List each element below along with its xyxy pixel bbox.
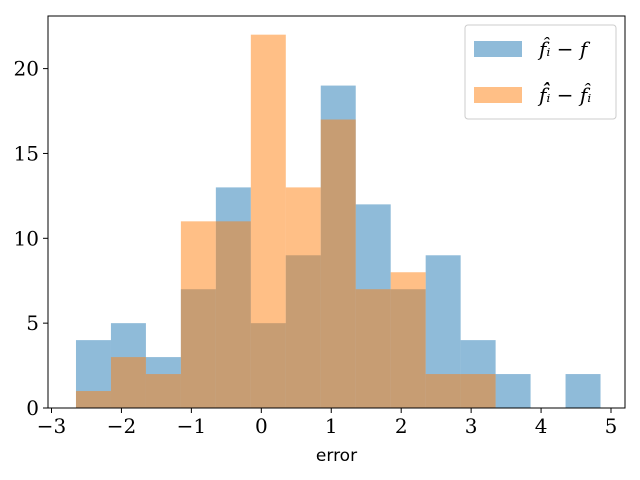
y-tick-label: 20 <box>14 57 39 81</box>
x-tick-label: 5 <box>605 414 618 438</box>
y-tick-label: 15 <box>14 141 39 165</box>
y-tick-label: 10 <box>14 226 39 250</box>
bar-series-1 <box>75 391 111 408</box>
bar-series-0 <box>495 374 531 408</box>
x-tick-label: 3 <box>465 414 478 438</box>
x-tick-label: 1 <box>325 414 338 438</box>
legend-swatch-series-1 <box>474 87 522 103</box>
x-axis-label: error <box>316 446 357 466</box>
y-axis: 0 5 10 15 20 <box>14 57 48 420</box>
legend: f̂ᵢ − f f̂̂ᵢ − f̂ᵢ <box>464 24 617 120</box>
x-axis: −3 −2 −1 0 1 2 3 4 5 <box>37 408 618 438</box>
bar-series-1 <box>285 187 321 408</box>
bar-series-1 <box>390 272 426 408</box>
x-tick-label: −1 <box>177 414 206 438</box>
bar-series-1 <box>460 374 496 408</box>
x-tick-label: −3 <box>37 414 66 438</box>
bar-series-1 <box>215 221 251 408</box>
bars-layer <box>75 34 601 409</box>
legend-swatch-series-0 <box>474 41 522 57</box>
y-tick-label: 0 <box>26 396 39 420</box>
x-tick-label: −2 <box>107 414 136 438</box>
legend-label-series-0: f̂ᵢ − f <box>537 37 591 61</box>
bar-series-1 <box>320 119 356 409</box>
y-tick-label: 5 <box>26 311 39 335</box>
plot-frame <box>47 15 626 409</box>
x-tick-label: 2 <box>395 414 408 438</box>
bar-series-1 <box>180 221 216 408</box>
x-tick-label: 0 <box>255 414 268 438</box>
legend-label-series-1: f̂̂ᵢ − f̂ᵢ <box>537 81 592 107</box>
bar-series-1 <box>110 357 146 408</box>
bar-series-1 <box>425 374 461 408</box>
bar-series-1 <box>355 289 391 408</box>
bar-series-1 <box>250 34 286 409</box>
x-tick-label: 4 <box>535 414 548 438</box>
bar-series-0 <box>565 374 601 408</box>
bar-series-1 <box>145 374 181 408</box>
